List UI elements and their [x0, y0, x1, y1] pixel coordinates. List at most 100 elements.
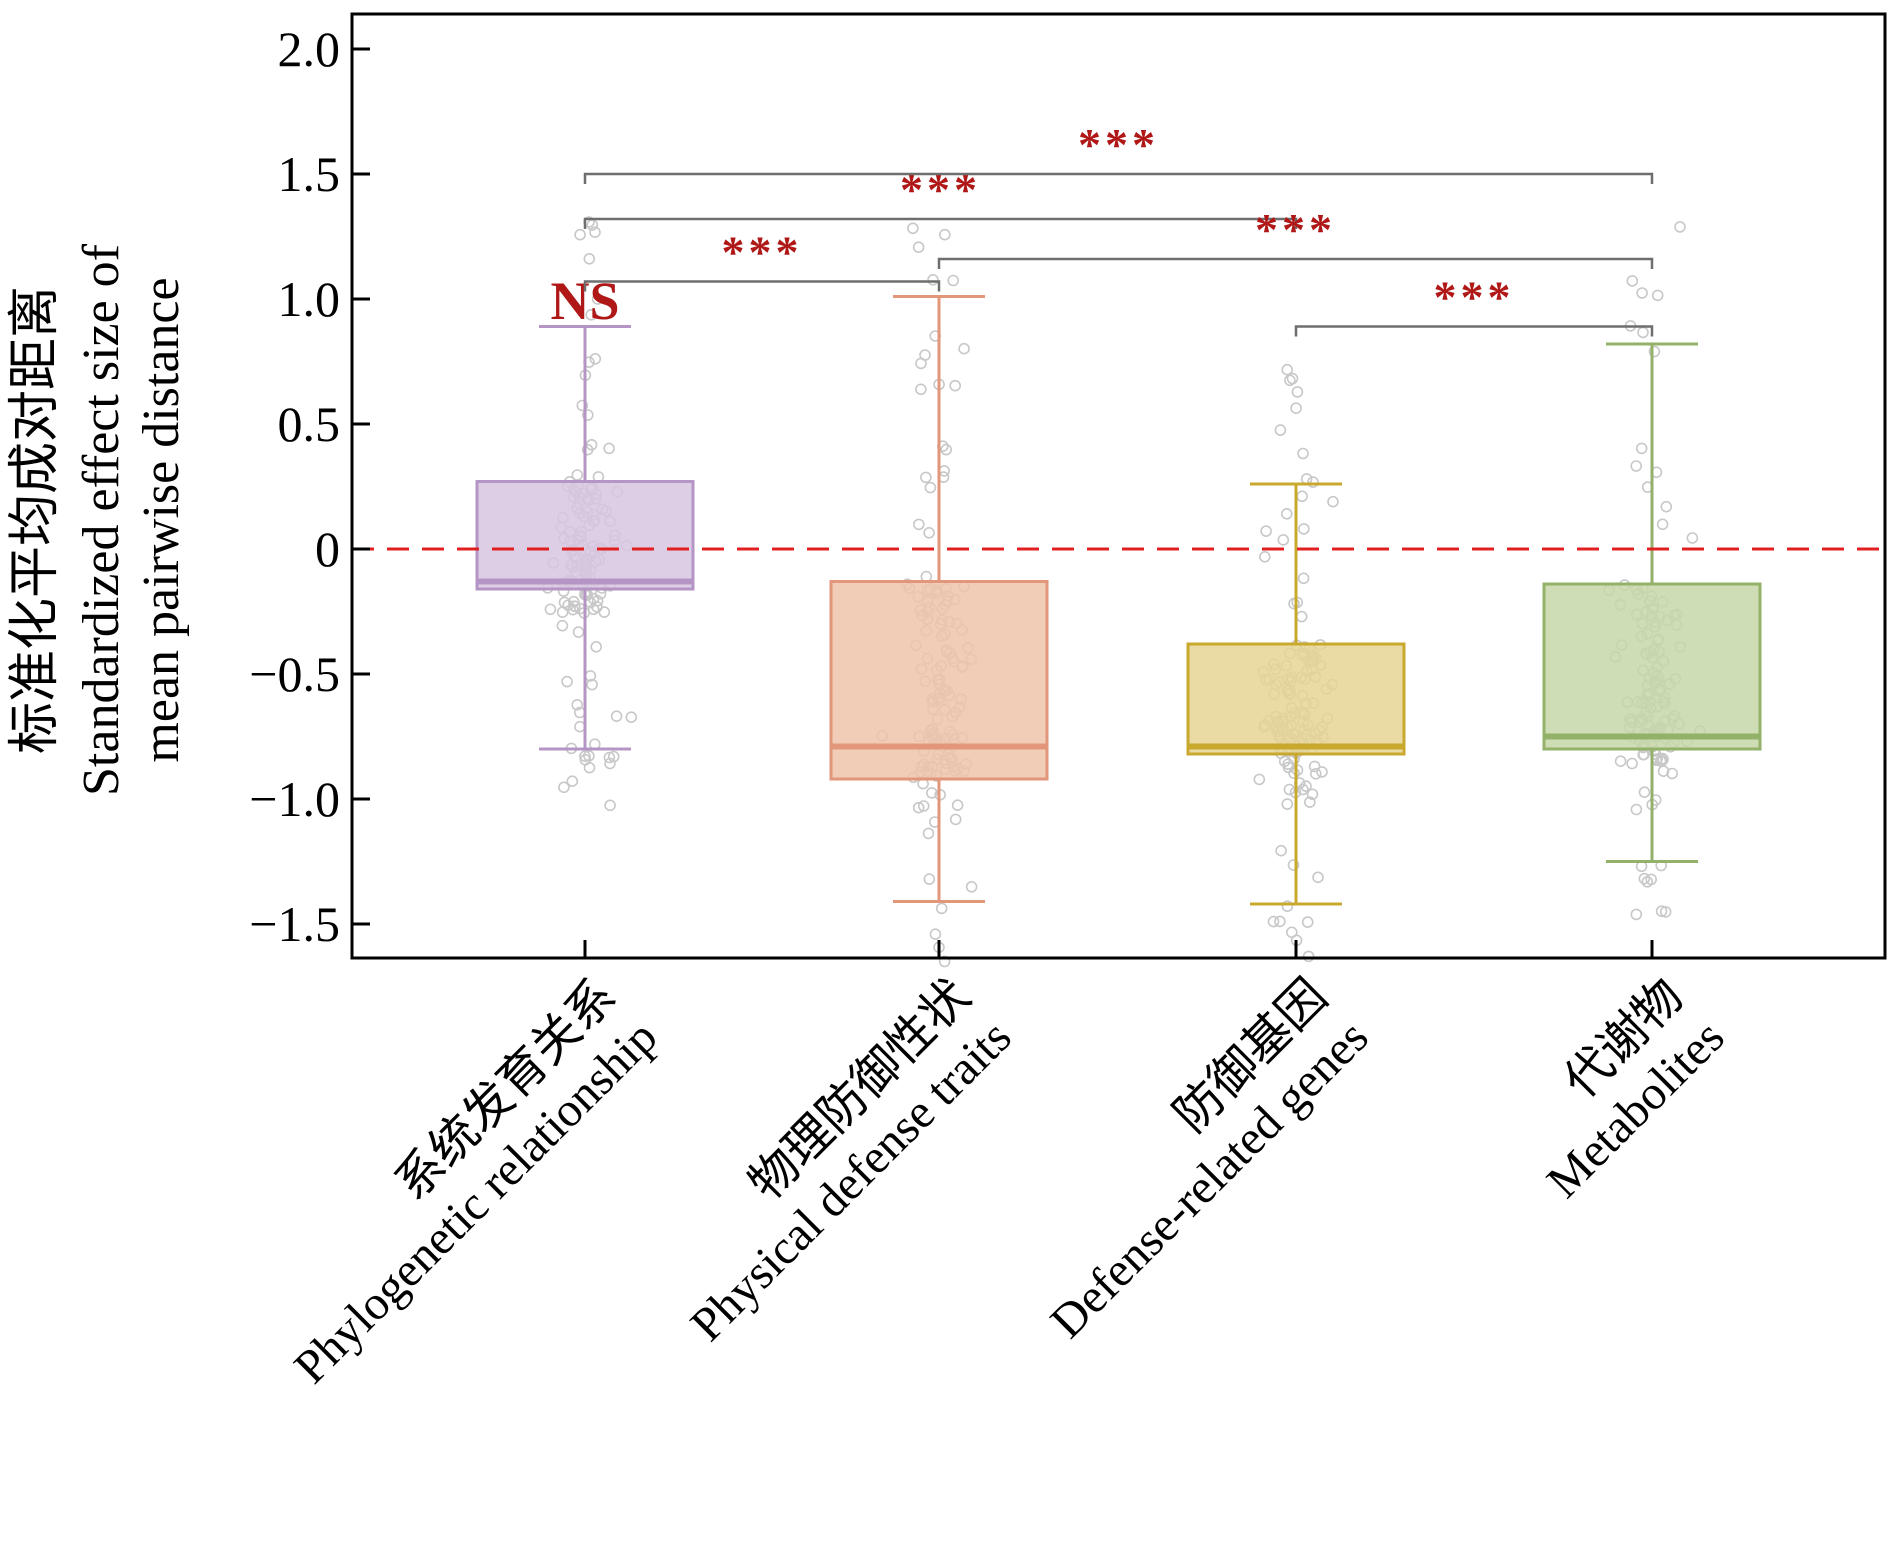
- data-point: [1275, 844, 1287, 857]
- data-point: [1674, 221, 1686, 233]
- data-point: [947, 274, 960, 287]
- data-point: [1686, 532, 1699, 544]
- data-point: [924, 481, 937, 494]
- data-point: [1630, 908, 1643, 921]
- significance-annotations: NS *** *** *** *** ***: [550, 119, 1654, 337]
- data-point: [1312, 871, 1324, 884]
- data-point: [572, 626, 585, 638]
- significance-bracket: ***: [937, 204, 1654, 269]
- data-point: [917, 800, 930, 812]
- bracket-line: [583, 217, 1298, 229]
- box-body: [475, 480, 695, 591]
- data-point: [1287, 859, 1300, 871]
- y-tick-label: 2.0: [278, 21, 341, 77]
- y-tick-label: −1.5: [249, 896, 340, 952]
- ns-label: NS: [550, 271, 619, 331]
- bracket-line: [583, 172, 1654, 184]
- data-point: [562, 599, 574, 612]
- y-tick-label: −0.5: [249, 646, 340, 702]
- data-point: [1295, 610, 1308, 623]
- data-point: [585, 438, 598, 451]
- data-point: [1297, 447, 1309, 460]
- data-point: [1327, 495, 1339, 508]
- data-point: [1626, 757, 1638, 770]
- data-point: [581, 409, 594, 421]
- data-point: [598, 606, 611, 618]
- data-point: [912, 518, 925, 531]
- y-tick-label: 1.0: [278, 271, 341, 327]
- data-point: [1637, 326, 1649, 339]
- data-point: [1274, 915, 1286, 928]
- y-axis-title: 标准化平均成对距离 Standardized effect size of me…: [7, 243, 190, 796]
- boxes: [475, 295, 1762, 906]
- significance-bracket: ***: [583, 119, 1654, 184]
- data-point: [1654, 755, 1667, 767]
- data-point: [1301, 916, 1314, 928]
- significance-stars: ***: [1434, 272, 1515, 323]
- box-4: [1542, 342, 1762, 863]
- data-point: [1310, 767, 1322, 780]
- data-point: [589, 226, 601, 238]
- data-point: [1626, 275, 1639, 287]
- significance-stars: ***: [1255, 204, 1336, 255]
- data-point: [1630, 803, 1643, 816]
- data-point: [567, 595, 580, 608]
- data-point: [1630, 460, 1642, 472]
- data-point: [1638, 786, 1651, 799]
- data-point: [1259, 550, 1271, 563]
- data-point: [610, 710, 623, 723]
- significance-stars: ***: [900, 164, 981, 215]
- y-axis-title-en-line1: Standardized effect size of: [73, 243, 130, 796]
- data-point: [556, 619, 569, 632]
- data-point: [604, 757, 616, 770]
- data-point: [591, 594, 604, 607]
- data-point: [912, 241, 925, 253]
- data-point: [1288, 767, 1300, 780]
- data-point: [1635, 442, 1648, 455]
- plot-frame: [350, 12, 1887, 960]
- data-point: [949, 379, 962, 392]
- data-point: [912, 801, 925, 814]
- data-point: [922, 827, 935, 840]
- data-point: [923, 873, 936, 885]
- data-point: [1302, 950, 1315, 963]
- data-point: [923, 526, 935, 539]
- data-point: [938, 465, 951, 477]
- data-point: [940, 443, 953, 456]
- y-tick-label: 0.5: [278, 396, 341, 452]
- data-point: [965, 880, 978, 893]
- significance-stars: ***: [1078, 119, 1159, 170]
- data-point: [579, 750, 591, 763]
- data-point: [544, 603, 557, 616]
- data-point: [1286, 926, 1298, 939]
- data-point: [583, 750, 595, 762]
- data-point: [1651, 289, 1664, 302]
- box-body: [1186, 642, 1406, 756]
- data-point: [1614, 755, 1627, 768]
- data-point: [915, 357, 927, 370]
- category-label-en: Phylogenetic relationship: [284, 1010, 667, 1393]
- data-point: [1274, 424, 1287, 436]
- data-point: [1638, 872, 1651, 885]
- data-point: [1306, 788, 1319, 801]
- data-point: [1316, 766, 1328, 778]
- data-point: [951, 799, 964, 812]
- data-point: [1298, 523, 1310, 535]
- data-point: [579, 753, 592, 766]
- data-point: [929, 928, 942, 941]
- data-point: [1308, 760, 1321, 773]
- data-point: [574, 720, 586, 733]
- y-tick-label: 0: [315, 521, 340, 577]
- data-point: [1297, 783, 1309, 796]
- data-point: [1659, 906, 1672, 918]
- significance-bracket: ***: [583, 164, 1298, 229]
- data-point: [1281, 900, 1294, 913]
- data-point: [607, 750, 620, 763]
- data-point: [576, 399, 589, 412]
- data-point: [1636, 287, 1648, 299]
- data-point: [915, 383, 927, 396]
